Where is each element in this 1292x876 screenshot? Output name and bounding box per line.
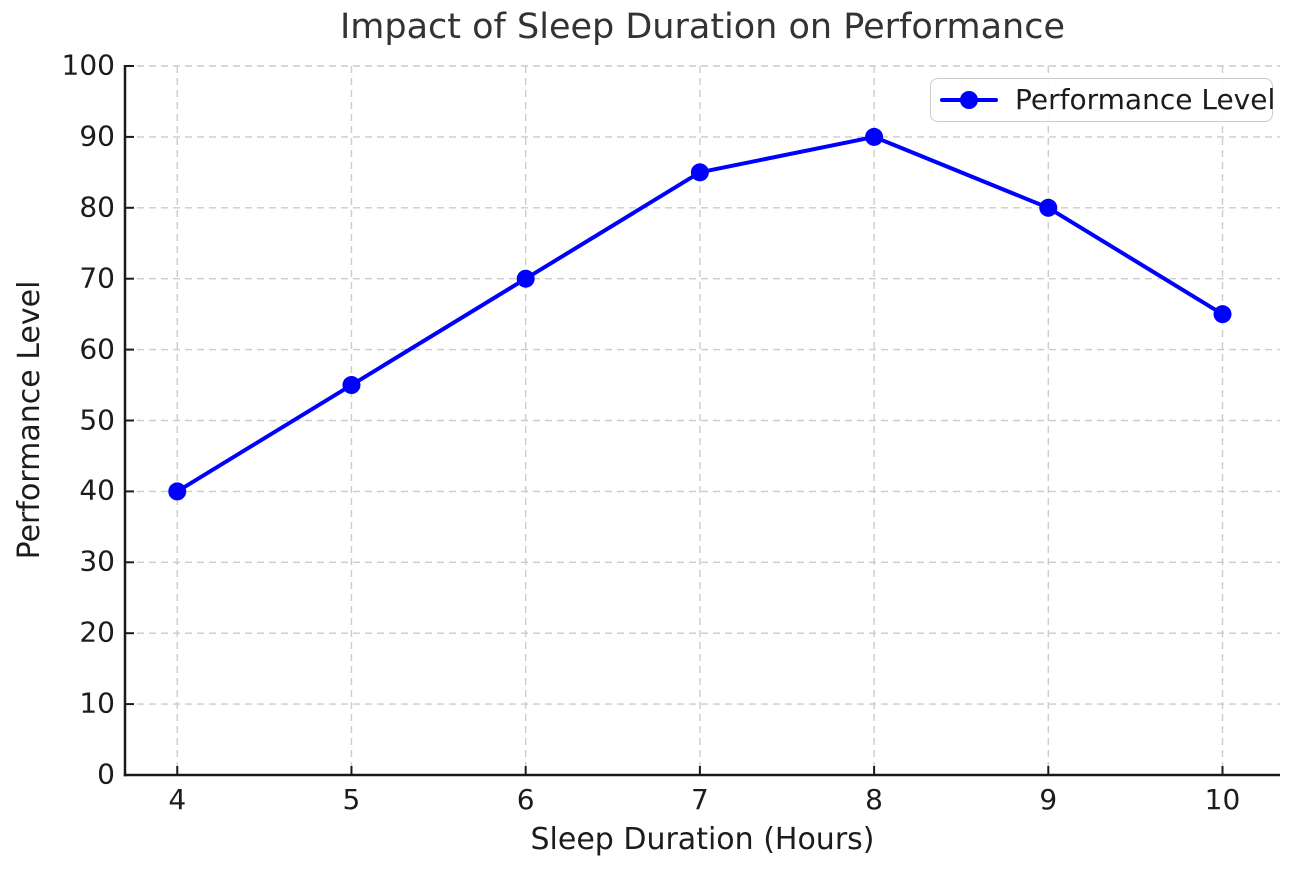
y-tick-label: 0 — [97, 757, 115, 791]
x-tick-label: 6 — [516, 783, 535, 816]
y-tick-label: 40 — [79, 473, 115, 507]
y-tick-label: 50 — [79, 403, 115, 437]
x-tick-label: 9 — [1039, 783, 1058, 816]
data-point-marker — [865, 127, 884, 146]
data-point-marker — [342, 376, 361, 395]
y-tick-label: 60 — [79, 332, 115, 366]
x-tick-label: 4 — [168, 783, 187, 816]
y-tick-label: 90 — [79, 119, 115, 153]
data-point-marker — [1039, 198, 1058, 217]
y-tick-label: 70 — [79, 261, 115, 295]
data-point-marker — [690, 163, 709, 182]
y-tick-label: 20 — [79, 615, 115, 649]
chart-title: Impact of Sleep Duration on Performance — [339, 7, 1066, 47]
y-tick-label: 30 — [79, 544, 115, 578]
legend-marker-icon — [960, 91, 978, 109]
data-point-marker — [168, 482, 187, 501]
data-point-marker — [1213, 305, 1232, 324]
y-tick-label: 100 — [61, 48, 115, 82]
legend-line-marker-swatch — [940, 91, 998, 109]
x-tick-label: 7 — [690, 783, 709, 816]
legend-label: Performance Level — [1015, 83, 1276, 116]
data-point-marker — [516, 269, 535, 288]
x-tick-label: 5 — [342, 783, 361, 816]
x-tick-label: 8 — [865, 783, 884, 816]
x-axis-label: Sleep Duration (Hours) — [530, 822, 875, 857]
legend: Performance Level — [930, 78, 1276, 122]
y-tick-label: 80 — [79, 190, 115, 224]
y-tick-label: 10 — [79, 686, 115, 720]
x-tick-label: 10 — [1204, 783, 1241, 816]
